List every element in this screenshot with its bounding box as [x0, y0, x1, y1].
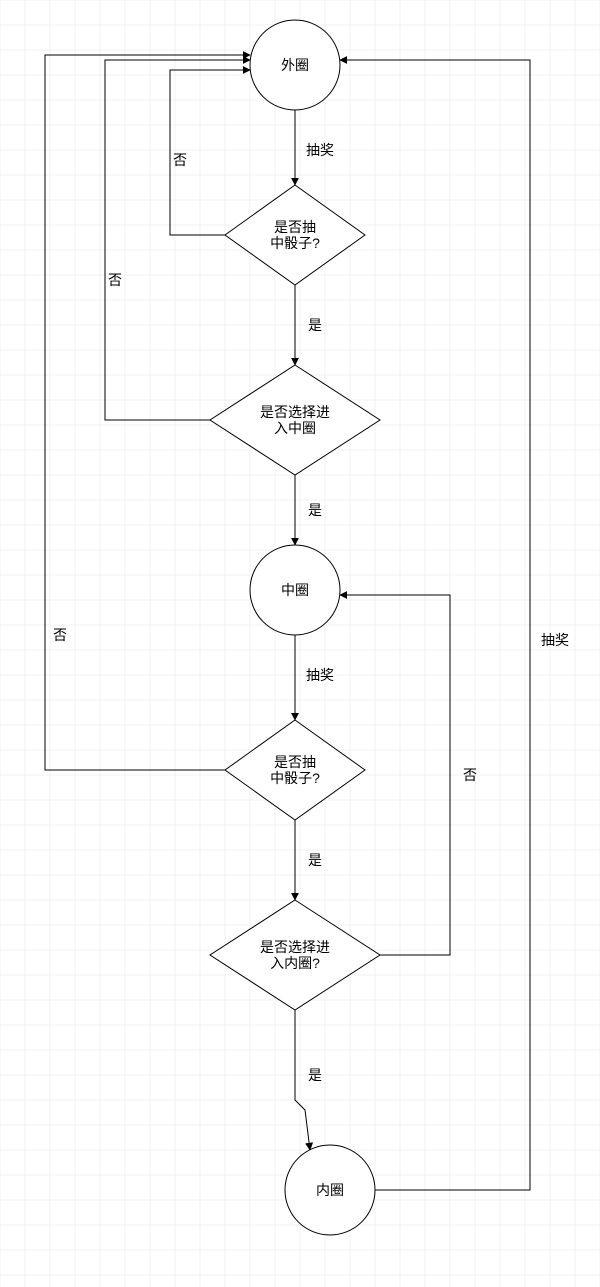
- edge-e_d2_no: [105, 60, 250, 420]
- edge-label-e_d4_yes: 是: [308, 1067, 322, 1083]
- node-label-d2-1: 入中圈: [274, 420, 316, 436]
- node-label-d3-0: 是否抽: [274, 754, 316, 770]
- node-d4: 是否选择进入内圈?: [210, 900, 380, 1010]
- edge-label-e_d3_no: 否: [53, 627, 67, 643]
- node-label-d4-1: 入内圈?: [270, 955, 320, 971]
- edge-label-e_d1_no: 否: [173, 152, 187, 168]
- node-label-d3-1: 中骰子?: [270, 770, 320, 786]
- node-label-inner-0: 内圈: [316, 1182, 344, 1198]
- edge-label-e_outer_d1: 抽奖: [306, 142, 334, 158]
- edge-label-e_d4_no: 否: [463, 767, 477, 783]
- flowchart-canvas: 抽奖是否是否抽奖是否是否抽奖外圈是否抽中骰子?是否选择进入中圈中圈是否抽中骰子?…: [0, 0, 600, 1287]
- node-label-middle-0: 中圈: [281, 582, 309, 598]
- edge-label-e_inner_out: 抽奖: [541, 632, 569, 648]
- edge-label-e_d2_no: 否: [108, 272, 122, 288]
- node-middle: 中圈: [250, 545, 340, 635]
- edge-e_d3_no: [45, 55, 250, 770]
- node-label-outer-0: 外圈: [281, 57, 309, 73]
- edge-label-e_d2_yes: 是: [308, 502, 322, 518]
- edge-label-e_mid_d3: 抽奖: [306, 667, 334, 683]
- node-label-d4-0: 是否选择进: [260, 939, 330, 955]
- node-outer: 外圈: [250, 20, 340, 110]
- node-label-d1-1: 中骰子?: [270, 235, 320, 251]
- node-d2: 是否选择进入中圈: [210, 365, 380, 475]
- node-label-d2-0: 是否选择进: [260, 404, 330, 420]
- node-d3: 是否抽中骰子?: [225, 720, 365, 820]
- edge-label-e_d3_yes: 是: [308, 852, 322, 868]
- edge-label-e_d1_yes: 是: [308, 317, 322, 333]
- node-inner: 内圈: [285, 1145, 375, 1235]
- node-label-d1-0: 是否抽: [274, 219, 316, 235]
